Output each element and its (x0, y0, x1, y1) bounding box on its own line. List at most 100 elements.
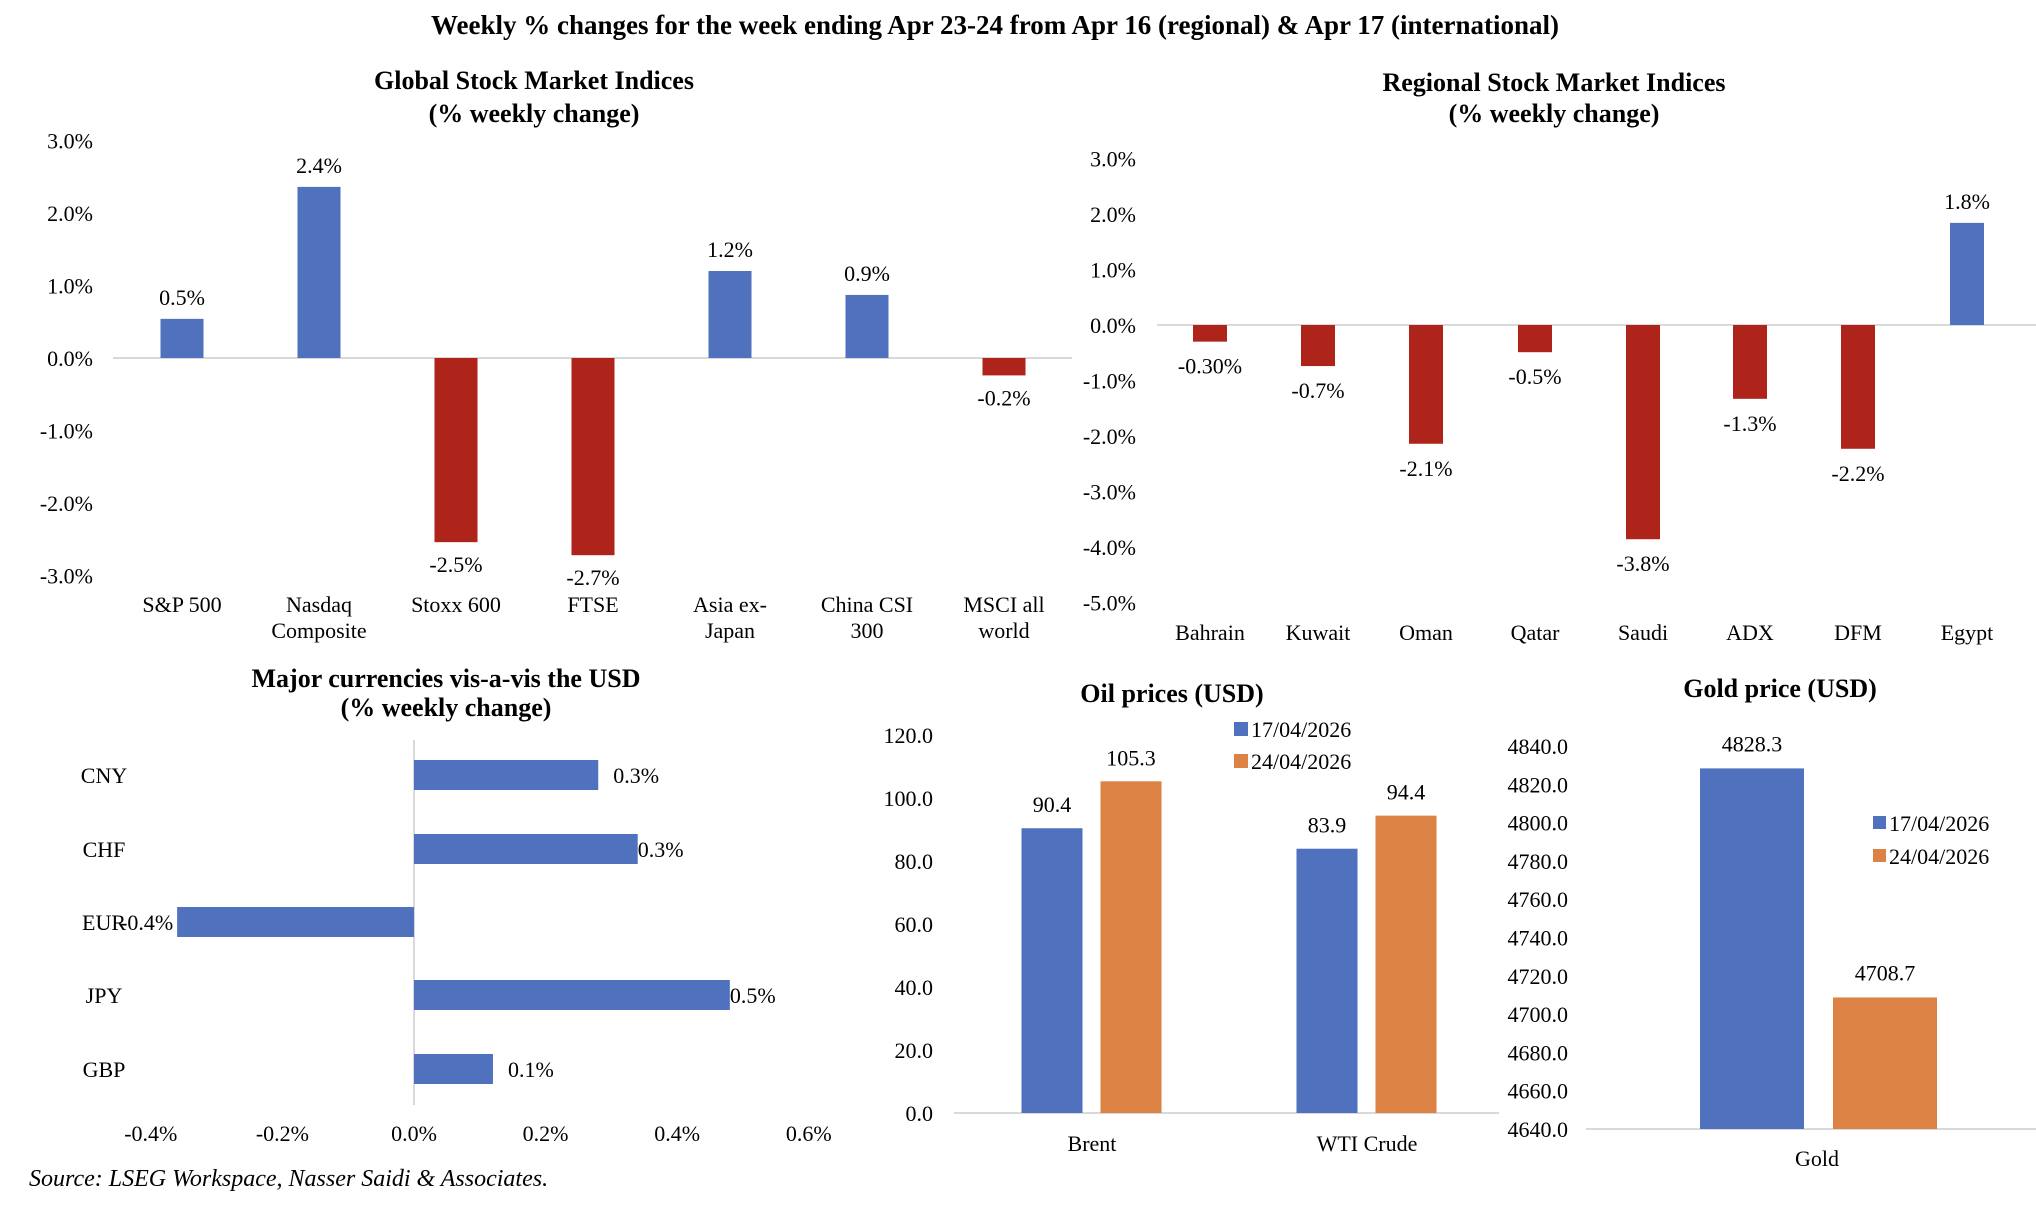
bar (1700, 768, 1804, 1129)
category-label: ADX (1726, 620, 1774, 645)
data-label: -0.7% (1291, 378, 1344, 403)
y-tick-label: 0.0% (47, 346, 93, 371)
bar (1733, 325, 1767, 399)
bar (1518, 325, 1552, 353)
chart-title: Regional Stock Market Indices (1382, 68, 1725, 97)
bar (571, 358, 615, 556)
bar (1296, 848, 1358, 1113)
data-label: -0.2% (977, 385, 1030, 410)
data-label: -1.3% (1723, 411, 1776, 436)
legend-label: 24/04/2026 (1889, 844, 1989, 869)
data-label: -2.1% (1399, 456, 1452, 481)
bar (1100, 781, 1162, 1113)
data-label: 0.3% (638, 837, 684, 862)
bar (434, 358, 478, 543)
y-tick-label: 2.0% (1090, 202, 1136, 227)
global-stock-indices-chart: Global Stock Market Indices (% weekly cha… (40, 66, 1072, 643)
y-tick-label: -3.0% (40, 564, 93, 589)
currencies-chart: Major currencies vis-a-vis the USD(% wee… (81, 664, 832, 1146)
legend-swatch (1234, 754, 1248, 768)
chart-title: Gold price (USD) (1683, 674, 1877, 703)
category-label: DFM (1834, 620, 1882, 645)
category-label: Stoxx 600 (411, 592, 501, 617)
category-label: Egypt (1941, 620, 1994, 645)
oil-prices-chart: Oil prices (USD) 120.0 100.0 80.0 60.0 40.0 20… (884, 679, 1499, 1156)
bar (297, 186, 341, 358)
source-note: Source: LSEG Workspace, Nasser Saidi & A… (29, 1166, 548, 1192)
bar (845, 294, 889, 358)
y-tick-label: 1.0% (1090, 258, 1136, 283)
chart-title: Global Stock Market Indices (374, 66, 694, 95)
category-label: Oman (1399, 620, 1453, 645)
data-label: 83.9 (1308, 813, 1347, 838)
bar (1833, 997, 1937, 1129)
y-tick-label: 80.0 (895, 849, 934, 874)
data-label: -0.30% (1178, 354, 1242, 379)
x-tick-label: -0.4% (124, 1121, 177, 1146)
y-tick-label: 4640.0 (1508, 1117, 1569, 1142)
y-tick-label: 4820.0 (1508, 772, 1569, 797)
x-tick-label: 0.0% (391, 1121, 437, 1146)
data-label: 0.3% (613, 763, 659, 788)
y-tick-label: 4760.0 (1508, 887, 1569, 912)
category-label: EUR (82, 910, 126, 935)
data-label: 1.2% (707, 237, 753, 262)
category-label: GBP (83, 1057, 126, 1082)
data-label: 2.4% (296, 153, 342, 178)
category-label: WTI Crude (1317, 1131, 1418, 1156)
y-tick-label: 4740.0 (1508, 926, 1569, 951)
category-label: Japan (705, 618, 755, 643)
chart-title: Oil prices (USD) (1080, 679, 1263, 708)
legend-swatch (1873, 849, 1886, 862)
y-tick-label: 0.0% (1090, 313, 1136, 338)
y-tick-label: -2.0% (40, 491, 93, 516)
y-tick-label: 4720.0 (1508, 964, 1569, 989)
bar (708, 271, 752, 358)
bar (414, 980, 730, 1010)
x-tick-label: 0.4% (654, 1121, 700, 1146)
category-label: Brent (1068, 1131, 1117, 1156)
category-label: Composite (271, 618, 366, 643)
data-label: 0.5% (159, 285, 205, 310)
chart-title: (% weekly change) (429, 99, 640, 128)
chart-title: Major currencies vis-a-vis the USD (252, 664, 641, 693)
data-label: 4708.7 (1855, 960, 1916, 985)
category-label: Kuwait (1286, 620, 1351, 645)
y-tick-label: 100.0 (884, 786, 934, 811)
y-tick-label: 0.0 (906, 1101, 934, 1126)
bar (1301, 325, 1335, 367)
bar (1626, 325, 1660, 540)
bar (177, 907, 414, 937)
y-tick-label: 4680.0 (1508, 1040, 1569, 1065)
y-tick-label: 20.0 (895, 1038, 934, 1063)
y-tick-label: 120.0 (884, 723, 934, 748)
y-tick-label: 4700.0 (1508, 1002, 1569, 1027)
y-tick-label: -1.0% (40, 419, 93, 444)
y-tick-label: -3.0% (1083, 480, 1136, 505)
data-label: -2.5% (429, 552, 482, 577)
data-label: -3.8% (1616, 551, 1669, 576)
data-label: -2.7% (566, 565, 619, 590)
y-tick-label: 3.0% (47, 129, 93, 154)
category-label: S&P 500 (142, 592, 221, 617)
data-label: 0.9% (844, 261, 890, 286)
data-label: 90.4 (1033, 792, 1072, 817)
bar (1841, 325, 1875, 449)
category-label: Asia ex- (693, 592, 767, 617)
category-label: MSCI all (963, 592, 1044, 617)
y-tick-label: -5.0% (1083, 591, 1136, 616)
bar (160, 318, 204, 358)
legend-label: 17/04/2026 (1251, 717, 1351, 742)
category-label: CHF (83, 837, 126, 862)
y-tick-label: 4840.0 (1508, 734, 1569, 759)
x-tick-label: -0.2% (256, 1121, 309, 1146)
gold-price-chart: Gold price (USD) 4840.0 4820.0 4800.0 4780.0… (1508, 674, 2036, 1171)
category-label: 300 (851, 618, 884, 643)
y-tick-label: 60.0 (895, 912, 934, 937)
category-label: Nasdaq (286, 592, 352, 617)
y-tick-label: 4800.0 (1508, 811, 1569, 836)
bar (414, 834, 638, 864)
bar (1375, 815, 1437, 1113)
data-label: 1.8% (1944, 189, 1990, 214)
